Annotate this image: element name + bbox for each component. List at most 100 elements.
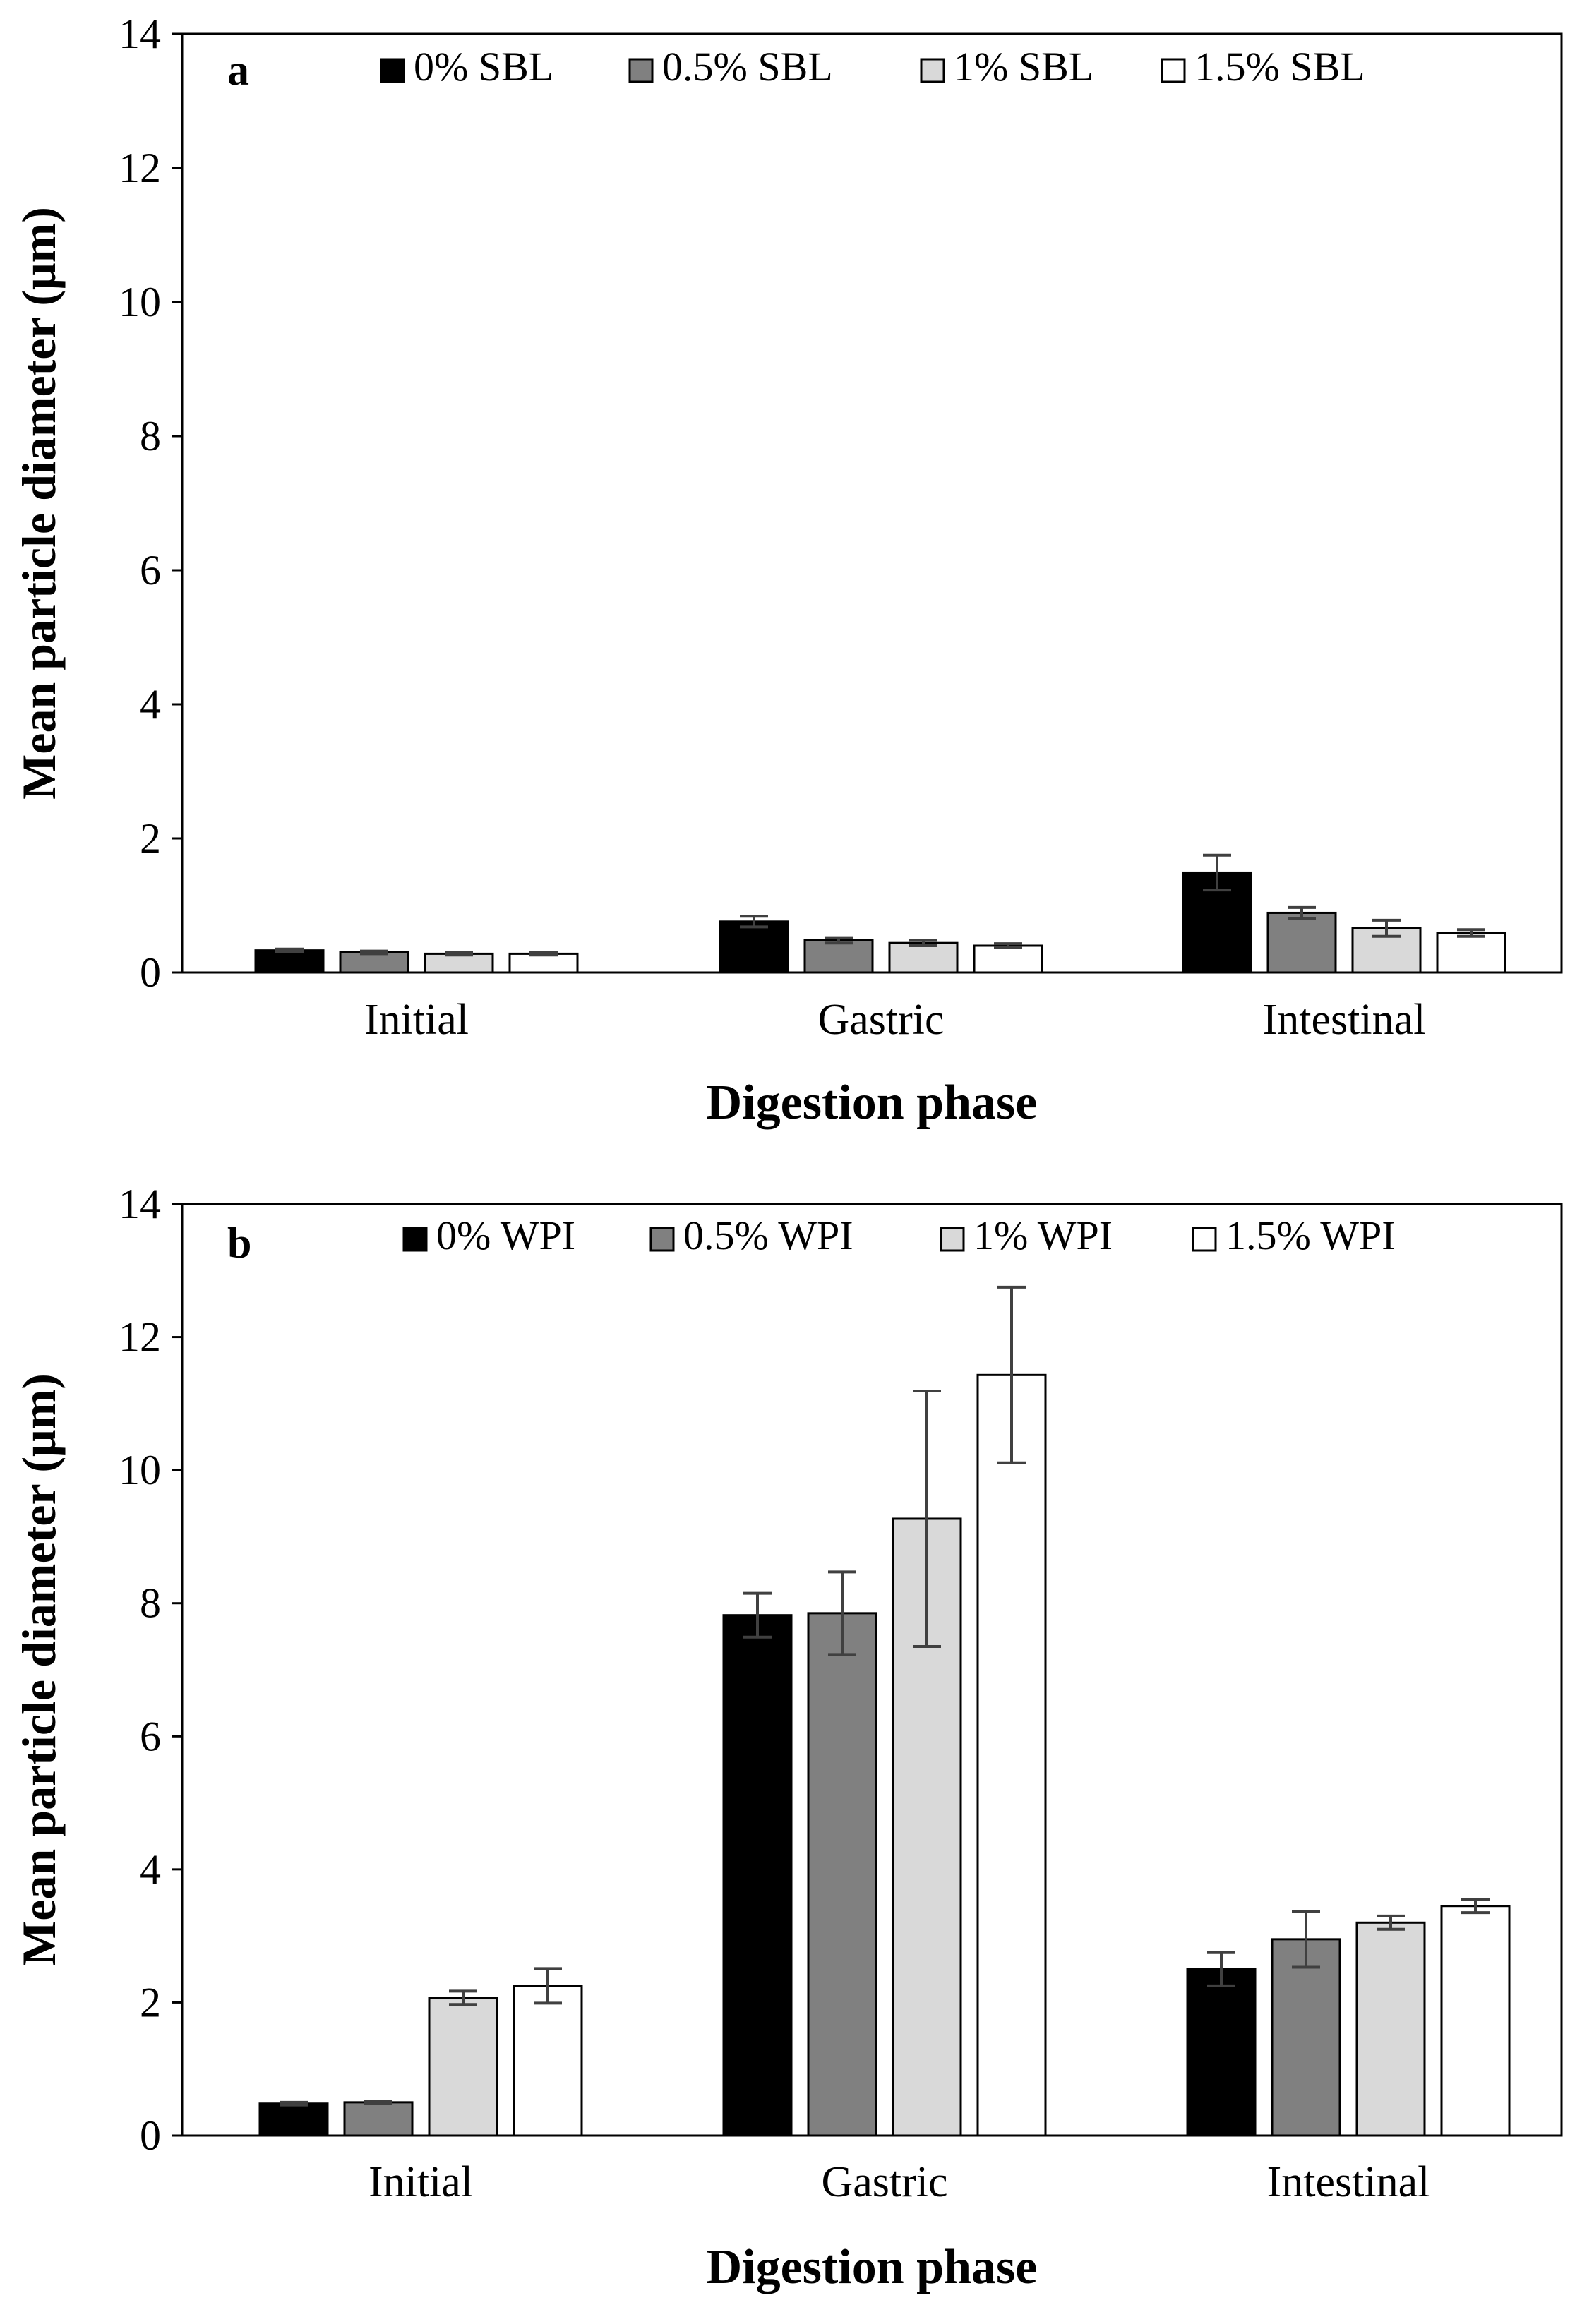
x-tick-label-intestinal: Intestinal [1267, 2158, 1430, 2206]
bar [1186, 1968, 1257, 2137]
panel-label: a [227, 47, 249, 95]
error-bar [280, 2100, 308, 2107]
error-bar [994, 942, 1022, 949]
error-bar [445, 951, 473, 957]
y-tick-label: 4 [140, 1846, 161, 1893]
y-tick-label: 12 [119, 1314, 161, 1361]
error-bar [364, 2099, 392, 2105]
panel-label: b [227, 1220, 251, 1268]
bar [339, 951, 409, 974]
legend-item: 1.5% SBL [1161, 44, 1365, 90]
series-1-5-sbl [508, 928, 1506, 974]
series-0-wpi [258, 1591, 1257, 2137]
y-tick-label: 2 [140, 1979, 161, 2025]
x-tick-label-gastric: Gastric [821, 2158, 947, 2206]
error-bar [828, 1570, 856, 1656]
y-tick-label: 4 [140, 681, 161, 728]
error-bar [909, 939, 937, 947]
bar [1182, 871, 1252, 974]
y-tick-label: 6 [140, 547, 161, 594]
error-bar [1288, 905, 1316, 920]
bar [888, 941, 959, 974]
legend-swatch [628, 58, 654, 83]
bar [803, 939, 874, 974]
error-bar [275, 947, 304, 953]
series-1-5-wpi [513, 1285, 1511, 2137]
error-bar [1457, 928, 1485, 938]
error-bar [449, 1989, 477, 2006]
legend-label: 1% WPI [973, 1212, 1113, 1258]
bar [254, 949, 325, 974]
error-bar [1461, 1898, 1490, 1915]
bar [258, 2102, 329, 2137]
y-tick-label: 0 [140, 2112, 161, 2159]
legend-item: 1% WPI [940, 1212, 1113, 1258]
error-bar [743, 1591, 772, 1639]
bar [719, 920, 789, 974]
x-axis-label: Digestion phase [707, 2240, 1038, 2294]
legend-item: 1% SBL [920, 44, 1093, 90]
bar [1440, 1905, 1511, 2137]
error-bar [1207, 1951, 1235, 1987]
error-bar [825, 936, 853, 945]
x-tick-label-initial: Initial [368, 2158, 473, 2206]
bar [428, 1997, 498, 2137]
legend: 0% SBL 0.5% SBL 1% SBL 1.5% SBL [380, 44, 1365, 90]
y-tick-label: 2 [140, 815, 161, 862]
legend-label: 1% SBL [954, 44, 1093, 90]
series-1-sbl [424, 918, 1422, 974]
error-bar [740, 915, 768, 929]
series-1-wpi [428, 1389, 1426, 2137]
bar [722, 1614, 793, 2137]
error-bar [1377, 1914, 1405, 1931]
error-bar [913, 1389, 941, 1648]
y-axis-label: Mean particle diameter (μm) [12, 1373, 66, 1966]
x-tick-label-initial: Initial [364, 996, 469, 1044]
bar [1436, 932, 1506, 974]
error-bar [360, 949, 388, 956]
bar [1271, 1938, 1341, 2137]
chart-panel-a: 0 2 4 6 8 10 12 14 Mean particle diameter (μm) Di… [12, 11, 1563, 1130]
legend-item: 1.5% WPI [1192, 1212, 1396, 1258]
legend-item: 0% SBL [380, 44, 553, 90]
y-axis-label: Mean particle diameter (μm) [12, 207, 66, 800]
y-tick-label: 8 [140, 413, 161, 459]
series-0-sbl [254, 853, 1252, 974]
series-0-5-wpi [343, 1570, 1341, 2137]
bar [1355, 1921, 1426, 2137]
series-0-5-sbl [339, 905, 1337, 974]
legend-swatch [940, 1227, 965, 1252]
bar [424, 952, 494, 974]
bar [973, 944, 1043, 974]
x-tick-label-gastric: Gastric [817, 996, 944, 1044]
bar [807, 1612, 877, 2137]
error-bar [1292, 1910, 1320, 1969]
y-tick-label: 14 [119, 11, 161, 57]
legend-label: 0.5% WPI [683, 1212, 853, 1258]
error-bar [1372, 918, 1401, 938]
legend-swatch [402, 1227, 428, 1252]
plot-area-frame [181, 32, 1563, 974]
error-bar [1203, 853, 1231, 892]
legend-swatch [649, 1227, 675, 1252]
error-bar [534, 1967, 562, 2005]
chart-panel-b: 0 2 4 6 8 10 12 14 Mean particle diameter (μm) Di… [12, 1181, 1563, 2294]
x-axis-label: Digestion phase [707, 1076, 1038, 1130]
y-tick-label: 6 [140, 1713, 161, 1759]
legend-item: 0% WPI [402, 1212, 575, 1258]
y-tick-label: 10 [119, 279, 161, 325]
bar [1266, 911, 1337, 974]
error-bar [997, 1285, 1026, 1464]
legend-swatch [920, 58, 945, 83]
bar [508, 952, 579, 974]
legend-label: 1.5% SBL [1194, 44, 1365, 90]
legend-item: 0.5% SBL [628, 44, 833, 90]
legend-swatch [1161, 58, 1186, 83]
y-tick-label: 14 [119, 1181, 161, 1227]
y-tick-label: 8 [140, 1580, 161, 1627]
legend-item: 0.5% WPI [649, 1212, 853, 1258]
y-tick-label: 10 [119, 1447, 161, 1493]
legend-swatch [380, 58, 405, 83]
